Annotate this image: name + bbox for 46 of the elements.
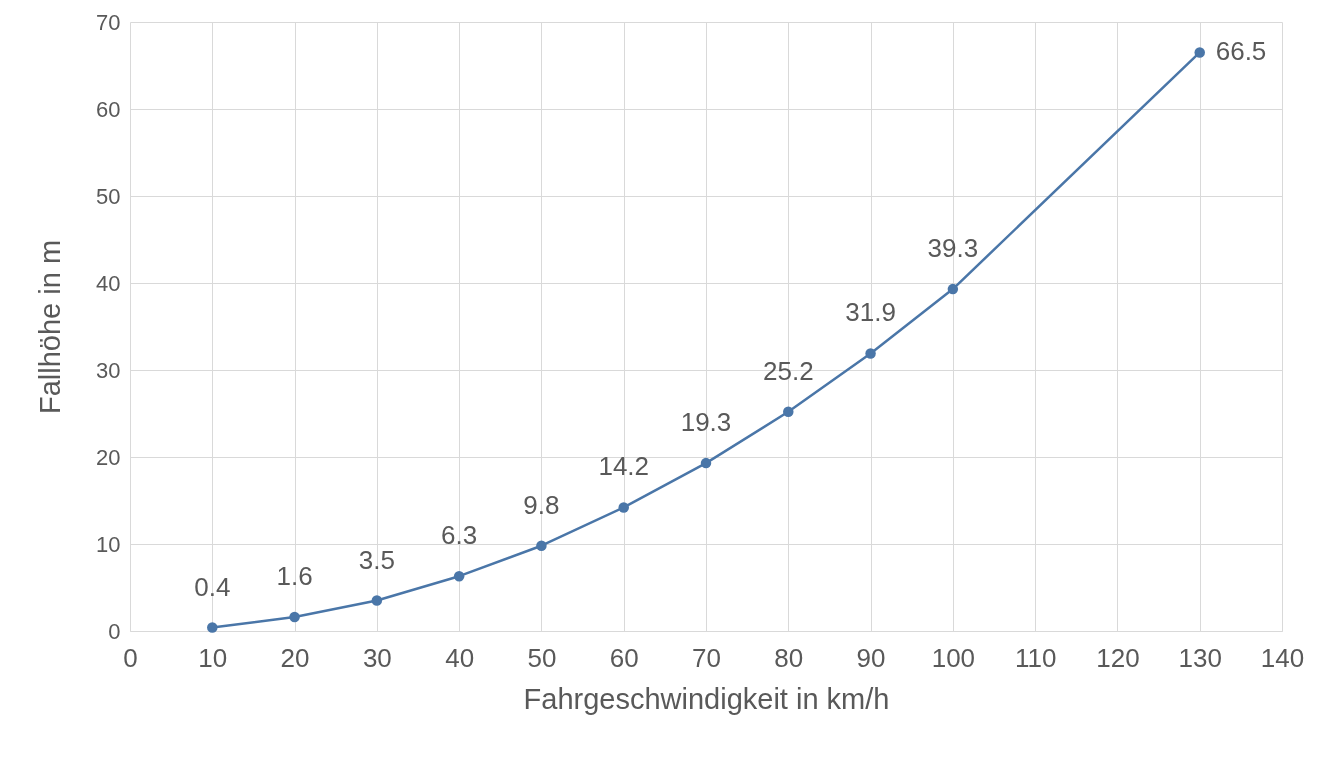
data-label: 39.3 <box>927 233 979 264</box>
data-label: 19.3 <box>680 407 732 438</box>
point <box>783 406 794 417</box>
x-tick-label: 110 <box>1014 642 1057 673</box>
point <box>371 595 383 606</box>
y-tick-label: 40 <box>96 270 121 296</box>
point <box>865 348 876 359</box>
x-tick-label: 30 <box>362 642 392 673</box>
data-label: 66.5 <box>1215 36 1267 67</box>
data-label: 3.5 <box>358 544 395 575</box>
x-tick-label: 20 <box>280 642 310 673</box>
y-axis-title: Fallhöhe in m <box>34 239 67 415</box>
x-tick-label: 80 <box>774 642 804 673</box>
y-tick-label: 10 <box>96 531 121 557</box>
y-tick-label: 20 <box>96 444 121 470</box>
point <box>700 457 712 469</box>
data-label: 1.6 <box>276 561 313 592</box>
x-tick-label: 50 <box>527 642 557 673</box>
data-label: 9.8 <box>523 489 560 520</box>
data-label: 14.2 <box>598 451 650 482</box>
x-tick-label: 70 <box>692 642 721 673</box>
y-tick-label: 50 <box>96 183 121 209</box>
data-label: 6.3 <box>441 520 478 551</box>
y-tick-label: 70 <box>96 9 121 35</box>
x-tick-label: 60 <box>609 642 639 673</box>
y-tick-label: 0 <box>108 618 121 644</box>
data-label: 0.4 <box>194 571 231 602</box>
data-label: 31.9 <box>845 297 896 328</box>
x-tick-label: 10 <box>198 642 228 673</box>
x-tick-label: 90 <box>856 642 886 673</box>
point <box>947 283 959 295</box>
x-tick-label: 140 <box>1260 642 1305 673</box>
x-tick-label: 40 <box>445 642 475 673</box>
point <box>207 622 218 633</box>
point <box>289 611 300 623</box>
point <box>453 570 465 582</box>
x-axis-title: Fahrgeschwindigkeit in km/h <box>523 682 890 715</box>
y-tick-label: 30 <box>96 357 121 383</box>
point <box>536 540 547 551</box>
x-tick-label: 130 <box>1178 642 1222 673</box>
point <box>618 502 629 513</box>
point <box>1194 47 1205 58</box>
x-tick-label: 100 <box>931 642 976 673</box>
x-tick-label: 120 <box>1096 642 1140 673</box>
y-tick-label: 60 <box>96 96 121 122</box>
data-label: 25.2 <box>762 355 814 386</box>
